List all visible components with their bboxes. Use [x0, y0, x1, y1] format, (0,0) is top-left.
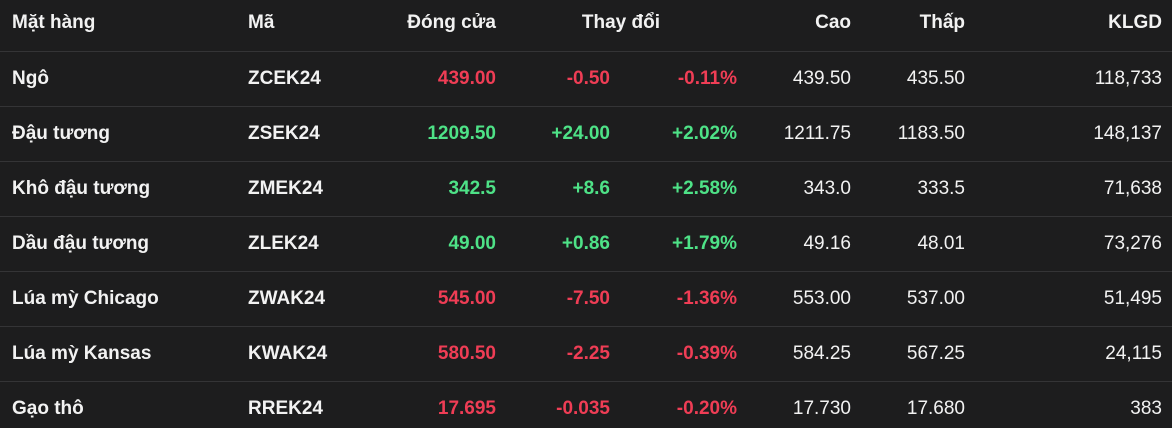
- value-cell: 17.730: [792, 398, 851, 419]
- value-cell: 24,115: [1105, 343, 1162, 364]
- value-cell: 383: [1130, 398, 1162, 419]
- row-divider: [0, 326, 1172, 327]
- value-cell: 342.5: [448, 178, 496, 199]
- symbol: ZSEK24: [248, 123, 320, 144]
- value-cell: 49.16: [803, 233, 851, 254]
- commodity-name: Khô đậu tương: [12, 178, 151, 199]
- column-header: KLGD: [1108, 12, 1162, 33]
- value-cell: 553.00: [792, 288, 851, 309]
- row-divider: [0, 381, 1172, 382]
- column-header: Thay đổi: [581, 12, 660, 33]
- column-header: Mã: [248, 12, 275, 33]
- value-cell: -2.25: [566, 343, 610, 364]
- commodity-name: Đậu tương: [12, 123, 110, 144]
- value-cell: +2.58%: [672, 178, 737, 199]
- commodity-name: Ngô: [12, 68, 49, 89]
- row-divider: [0, 271, 1172, 272]
- value-cell: 435.50: [906, 68, 965, 89]
- value-cell: 1183.50: [897, 123, 965, 144]
- symbol: ZMEK24: [248, 178, 323, 199]
- value-cell: 584.25: [792, 343, 851, 364]
- commodity-name: Lúa mỳ Chicago: [12, 288, 159, 309]
- value-cell: -0.11%: [677, 68, 737, 89]
- value-cell: 73,276: [1103, 233, 1162, 254]
- value-cell: 439.00: [437, 68, 496, 89]
- value-cell: 48.01: [917, 233, 965, 254]
- value-cell: 580.50: [437, 343, 496, 364]
- value-cell: 148,137: [1093, 123, 1162, 144]
- value-cell: 17.680: [906, 398, 965, 419]
- value-cell: 1209.50: [427, 123, 496, 144]
- value-cell: -0.50: [566, 68, 610, 89]
- value-cell: 439.50: [792, 68, 851, 89]
- symbol: RREK24: [248, 398, 323, 419]
- row-divider: [0, 106, 1172, 107]
- value-cell: 343.0: [803, 178, 851, 199]
- value-cell: 1211.75: [783, 123, 851, 144]
- column-header: Mặt hàng: [12, 12, 96, 33]
- commodity-name: Gạo thô: [12, 398, 84, 419]
- value-cell: 49.00: [448, 233, 496, 254]
- value-cell: 537.00: [906, 288, 965, 309]
- value-cell: -0.20%: [676, 398, 737, 419]
- commodity-name: Lúa mỳ Kansas: [12, 343, 152, 364]
- value-cell: 333.5: [917, 178, 965, 199]
- column-header: Cao: [815, 12, 851, 33]
- symbol: KWAK24: [248, 343, 328, 364]
- column-header: Đóng cửa: [407, 12, 496, 33]
- value-cell: -0.035: [556, 398, 610, 419]
- value-cell: 118,733: [1094, 68, 1162, 89]
- value-cell: 17.695: [437, 398, 496, 419]
- value-cell: +0.86: [561, 233, 610, 254]
- symbol: ZWAK24: [248, 288, 326, 309]
- value-cell: 71,638: [1103, 178, 1162, 199]
- value-cell: -0.39%: [676, 343, 737, 364]
- row-divider: [0, 216, 1172, 217]
- value-cell: 51,495: [1103, 288, 1162, 309]
- value-cell: 567.25: [906, 343, 965, 364]
- value-cell: +2.02%: [672, 123, 737, 144]
- value-cell: +8.6: [572, 178, 610, 199]
- value-cell: 545.00: [437, 288, 496, 309]
- column-header: Thấp: [919, 12, 965, 33]
- value-cell: -7.50: [566, 288, 610, 309]
- row-divider: [0, 161, 1172, 162]
- value-cell: -1.36%: [676, 288, 737, 309]
- commodity-name: Dầu đậu tương: [12, 233, 150, 254]
- symbol: ZCEK24: [248, 68, 321, 89]
- value-cell: +24.00: [551, 123, 610, 144]
- symbol: ZLEK24: [248, 233, 319, 254]
- value-cell: +1.79%: [672, 233, 737, 254]
- row-divider: [0, 51, 1172, 52]
